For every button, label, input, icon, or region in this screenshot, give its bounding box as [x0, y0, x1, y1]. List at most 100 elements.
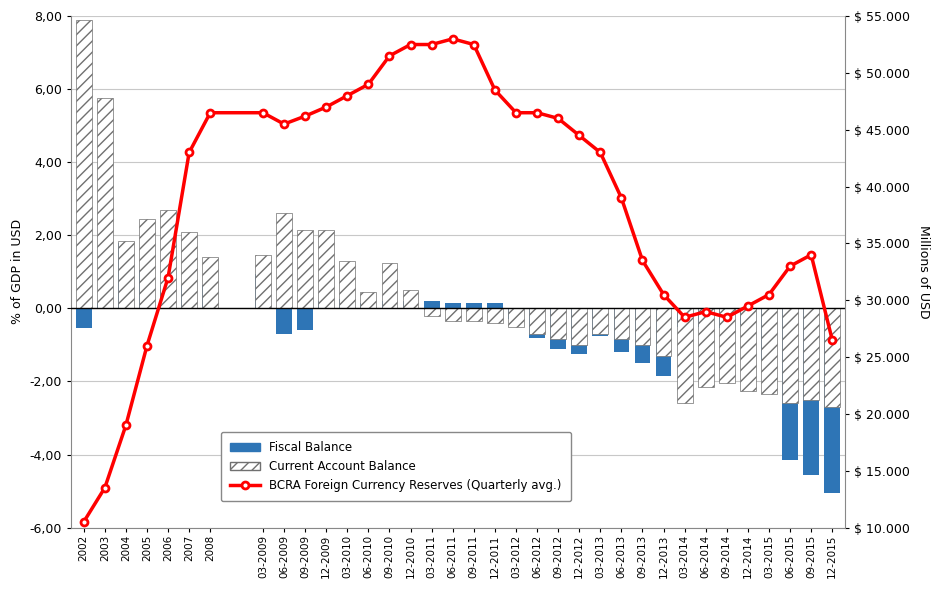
Bar — [297, 309, 313, 330]
Bar — [508, 309, 524, 327]
BCRA Foreign Currency Reserves (Quarterly avg.) — [447, 35, 458, 42]
Bar — [160, 284, 176, 309]
Bar — [571, 309, 587, 354]
Bar — [423, 301, 439, 309]
Bar — [614, 309, 630, 352]
Bar — [677, 309, 693, 403]
Bar — [656, 309, 672, 376]
Bar — [466, 303, 482, 309]
Bar — [445, 309, 461, 321]
Bar — [276, 213, 292, 309]
Bar — [804, 309, 819, 400]
Bar — [550, 309, 566, 339]
Y-axis label: Millions of USD: Millions of USD — [917, 225, 930, 319]
Bar — [508, 309, 524, 319]
BCRA Foreign Currency Reserves (Quarterly avg.) — [805, 252, 817, 259]
Bar — [824, 309, 840, 407]
Bar — [276, 309, 292, 334]
Bar — [97, 98, 113, 309]
BCRA Foreign Currency Reserves (Quarterly avg.) — [700, 308, 711, 315]
BCRA Foreign Currency Reserves (Quarterly avg.) — [489, 87, 501, 94]
Bar — [403, 290, 419, 309]
BCRA Foreign Currency Reserves (Quarterly avg.) — [257, 109, 268, 116]
Bar — [487, 303, 502, 309]
BCRA Foreign Currency Reserves (Quarterly avg.) — [742, 302, 754, 309]
Bar — [340, 261, 355, 309]
BCRA Foreign Currency Reserves (Quarterly avg.) — [99, 484, 110, 491]
Bar — [529, 309, 545, 337]
Bar — [255, 274, 271, 309]
Bar — [182, 284, 197, 309]
Bar — [782, 309, 798, 403]
Bar — [593, 309, 608, 334]
BCRA Foreign Currency Reserves (Quarterly avg.) — [637, 257, 648, 264]
Bar — [97, 303, 113, 309]
Bar — [360, 292, 376, 309]
BCRA Foreign Currency Reserves (Quarterly avg.) — [595, 149, 606, 156]
Bar — [487, 309, 502, 323]
BCRA Foreign Currency Reserves (Quarterly avg.) — [826, 336, 837, 343]
BCRA Foreign Currency Reserves (Quarterly avg.) — [321, 104, 332, 111]
Bar — [529, 309, 545, 334]
BCRA Foreign Currency Reserves (Quarterly avg.) — [384, 52, 395, 59]
Bar — [593, 309, 608, 336]
Bar — [255, 256, 271, 309]
BCRA Foreign Currency Reserves (Quarterly avg.) — [552, 115, 564, 122]
Bar — [782, 309, 798, 460]
Bar — [139, 270, 155, 309]
BCRA Foreign Currency Reserves (Quarterly avg.) — [469, 41, 480, 48]
Line: BCRA Foreign Currency Reserves (Quarterly avg.): BCRA Foreign Currency Reserves (Quarterl… — [80, 35, 836, 525]
Bar — [381, 301, 397, 309]
Bar — [118, 243, 134, 309]
Bar — [318, 230, 334, 309]
Bar — [76, 20, 91, 309]
Bar — [445, 303, 461, 309]
Bar — [761, 309, 777, 394]
BCRA Foreign Currency Reserves (Quarterly avg.) — [785, 263, 796, 270]
BCRA Foreign Currency Reserves (Quarterly avg.) — [574, 132, 585, 139]
BCRA Foreign Currency Reserves (Quarterly avg.) — [78, 518, 89, 525]
Bar — [160, 210, 176, 309]
Bar — [698, 309, 713, 327]
Bar — [118, 241, 134, 309]
BCRA Foreign Currency Reserves (Quarterly avg.) — [163, 274, 174, 281]
Bar — [202, 284, 218, 309]
Bar — [719, 309, 735, 383]
BCRA Foreign Currency Reserves (Quarterly avg.) — [721, 314, 732, 321]
BCRA Foreign Currency Reserves (Quarterly avg.) — [615, 194, 627, 201]
Bar — [571, 309, 587, 345]
Bar — [677, 309, 693, 327]
Bar — [340, 299, 355, 309]
Y-axis label: % of GDP in USD: % of GDP in USD — [11, 219, 24, 325]
BCRA Foreign Currency Reserves (Quarterly avg.) — [183, 149, 195, 156]
Bar — [297, 230, 313, 309]
Bar — [614, 309, 630, 339]
Bar — [740, 309, 756, 325]
BCRA Foreign Currency Reserves (Quarterly avg.) — [426, 41, 438, 48]
Bar — [403, 301, 419, 309]
BCRA Foreign Currency Reserves (Quarterly avg.) — [532, 109, 543, 116]
Bar — [550, 309, 566, 349]
Bar — [182, 231, 197, 309]
Bar — [761, 309, 777, 359]
BCRA Foreign Currency Reserves (Quarterly avg.) — [342, 92, 353, 99]
Bar — [634, 309, 650, 363]
BCRA Foreign Currency Reserves (Quarterly avg.) — [120, 422, 132, 429]
Bar — [824, 309, 840, 493]
Bar — [466, 309, 482, 321]
BCRA Foreign Currency Reserves (Quarterly avg.) — [679, 314, 691, 321]
Bar — [381, 263, 397, 309]
Bar — [804, 309, 819, 475]
Bar — [76, 309, 91, 329]
BCRA Foreign Currency Reserves (Quarterly avg.) — [204, 109, 215, 116]
BCRA Foreign Currency Reserves (Quarterly avg.) — [299, 112, 311, 120]
Bar — [656, 309, 672, 356]
BCRA Foreign Currency Reserves (Quarterly avg.) — [510, 109, 521, 116]
Bar — [423, 309, 439, 316]
BCRA Foreign Currency Reserves (Quarterly avg.) — [658, 291, 669, 298]
BCRA Foreign Currency Reserves (Quarterly avg.) — [279, 121, 290, 128]
Bar — [360, 303, 376, 309]
Bar — [719, 309, 735, 329]
BCRA Foreign Currency Reserves (Quarterly avg.) — [362, 81, 374, 88]
Bar — [318, 301, 334, 309]
